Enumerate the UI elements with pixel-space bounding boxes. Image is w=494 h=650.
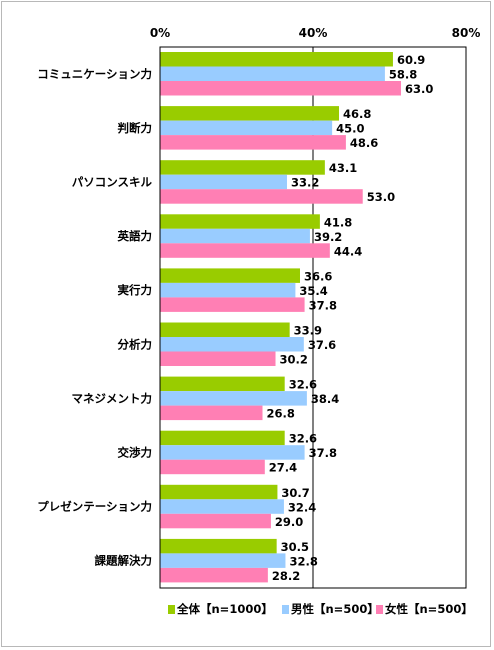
bar bbox=[160, 484, 278, 500]
legend-entry: 全体【n=1000】 bbox=[176, 602, 273, 616]
data-label: 38.4 bbox=[311, 392, 339, 406]
data-label: 37.8 bbox=[309, 298, 337, 312]
bar bbox=[160, 135, 346, 150]
category-label: 英語力 bbox=[117, 229, 153, 243]
bar bbox=[160, 106, 340, 121]
bar bbox=[160, 81, 401, 96]
bar bbox=[160, 214, 320, 229]
bar bbox=[160, 430, 285, 446]
bar bbox=[160, 160, 325, 175]
x-tick-label: 0% bbox=[150, 26, 170, 40]
category-label: コミュニケーション力 bbox=[37, 67, 152, 81]
bar bbox=[160, 538, 277, 554]
category-label: プレゼンテーション力 bbox=[37, 500, 152, 514]
data-label: 37.6 bbox=[308, 338, 336, 352]
data-label: 60.9 bbox=[397, 53, 425, 67]
category-label: 実行力 bbox=[118, 283, 153, 297]
data-label: 32.6 bbox=[289, 378, 317, 392]
data-label: 44.4 bbox=[334, 244, 362, 258]
category-label: 交渉力 bbox=[118, 445, 153, 459]
bar bbox=[160, 297, 305, 312]
bar bbox=[160, 228, 310, 244]
data-label: 46.8 bbox=[343, 107, 371, 121]
bar bbox=[160, 351, 276, 366]
data-label: 45.0 bbox=[336, 122, 364, 136]
bar bbox=[160, 243, 330, 258]
category-label: 判断力 bbox=[118, 121, 153, 135]
data-label: 58.8 bbox=[389, 68, 417, 82]
bar bbox=[160, 189, 363, 204]
bar bbox=[160, 553, 286, 568]
data-label: 48.6 bbox=[350, 136, 378, 150]
data-label: 33.2 bbox=[291, 176, 319, 190]
bar bbox=[160, 120, 333, 136]
data-label: 33.9 bbox=[294, 324, 322, 338]
data-label: 32.8 bbox=[289, 554, 317, 568]
data-label: 30.7 bbox=[281, 486, 309, 500]
bar bbox=[160, 567, 268, 583]
bar bbox=[160, 268, 300, 283]
data-label: 30.2 bbox=[280, 353, 308, 367]
data-label: 29.0 bbox=[275, 515, 303, 529]
bar bbox=[160, 322, 290, 337]
data-label: 63.0 bbox=[405, 82, 433, 96]
bar bbox=[160, 52, 393, 67]
bar bbox=[160, 174, 287, 190]
category-label: マネジメント力 bbox=[72, 391, 153, 405]
data-label: 37.8 bbox=[309, 446, 337, 460]
data-label: 28.2 bbox=[272, 569, 300, 583]
bar bbox=[160, 66, 385, 81]
bar bbox=[160, 499, 284, 514]
bar bbox=[160, 405, 263, 421]
data-label: 35.4 bbox=[299, 284, 327, 298]
legend-swatch bbox=[376, 605, 383, 614]
legend-entry: 女性【n=500】 bbox=[385, 602, 473, 616]
category-label: パソコンスキル bbox=[72, 175, 153, 189]
legend-swatch bbox=[168, 605, 175, 614]
data-label: 36.6 bbox=[304, 269, 332, 283]
data-label: 32.6 bbox=[289, 432, 317, 446]
legend-entry: 男性【n=500】 bbox=[291, 602, 379, 616]
x-tick-label: 80% bbox=[452, 26, 481, 40]
data-label: 26.8 bbox=[267, 407, 295, 421]
data-label: 43.1 bbox=[329, 161, 357, 175]
category-label: 分析力 bbox=[118, 337, 153, 351]
bar bbox=[160, 445, 305, 460]
bar bbox=[160, 513, 271, 529]
legend-swatch bbox=[282, 605, 289, 614]
category-label: 課題解決力 bbox=[95, 554, 153, 568]
data-label: 41.8 bbox=[324, 215, 352, 229]
bar bbox=[160, 282, 296, 298]
bar bbox=[160, 337, 304, 352]
data-label: 39.2 bbox=[314, 230, 342, 244]
data-label: 53.0 bbox=[367, 190, 395, 204]
data-label: 30.5 bbox=[281, 540, 309, 554]
bar bbox=[160, 376, 285, 392]
bar bbox=[160, 459, 265, 475]
x-tick-label: 40% bbox=[299, 26, 328, 40]
bar bbox=[160, 391, 307, 406]
data-label: 27.4 bbox=[269, 461, 297, 475]
data-label: 32.4 bbox=[288, 500, 316, 514]
